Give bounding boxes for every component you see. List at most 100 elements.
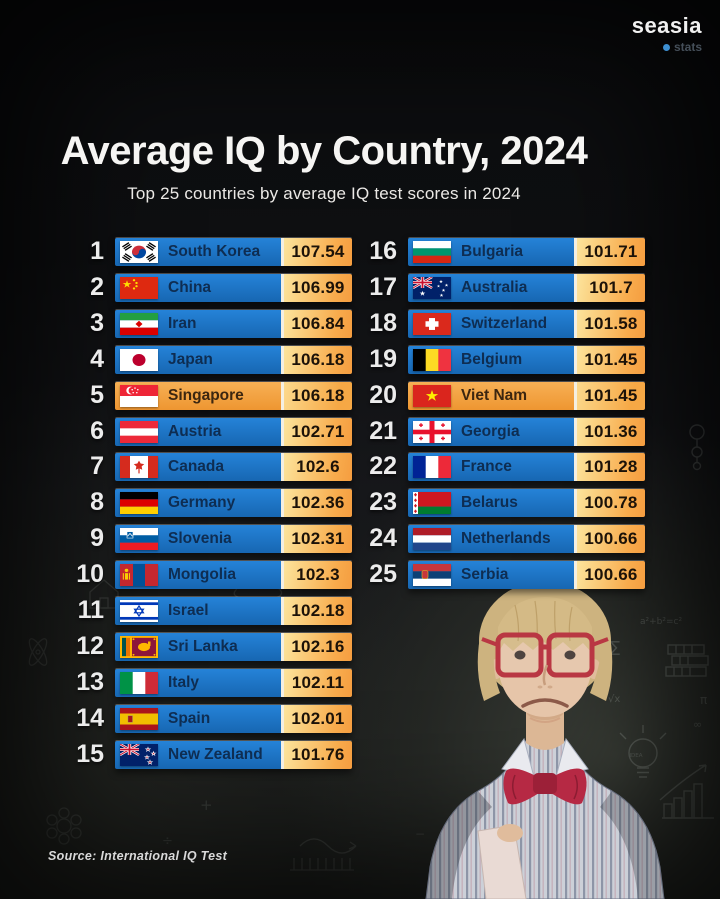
- flag-canada-icon: [120, 456, 158, 479]
- ranking-row: 25 Serbia 100.66: [349, 560, 645, 590]
- country-cell: Canada: [115, 453, 281, 482]
- flag-israel-icon: [120, 600, 158, 622]
- rank-number: 21: [369, 416, 397, 445]
- rank-number: 20: [369, 380, 397, 409]
- ranking-bar: France 101.28: [408, 452, 645, 482]
- flag-singapore-icon: [120, 384, 158, 407]
- flag-china-icon: [120, 276, 158, 299]
- country-name: Slovenia: [168, 530, 232, 548]
- flag-switzerland-icon: [413, 312, 451, 335]
- ranking-bar: Austria 102.71: [115, 416, 352, 446]
- flag-belgium-icon: [413, 348, 451, 371]
- country-cell: Mongolia: [115, 561, 281, 590]
- rank-number: 9: [90, 524, 104, 553]
- ranking-row: 9 Slovenia 102.31: [56, 524, 352, 554]
- rank-number: 4: [90, 344, 104, 373]
- svg-text:+: +: [200, 796, 213, 814]
- source-note: Source: International IQ Test: [48, 849, 228, 863]
- country-cell: Georgia: [408, 417, 574, 446]
- flag-australia-icon: [413, 276, 451, 299]
- iq-score: 106.18: [281, 381, 352, 410]
- rank-number: 22: [369, 452, 397, 481]
- iq-score: 102.3: [281, 561, 352, 590]
- flag-france-icon: [413, 456, 451, 479]
- country-name: Israel: [168, 602, 209, 619]
- svg-text:÷: ÷: [162, 834, 173, 849]
- country-cell: Serbia: [408, 561, 574, 590]
- country-cell: Sri Lanka: [115, 632, 281, 661]
- rank-number: 25: [369, 560, 397, 589]
- rank-number: 5: [90, 380, 104, 409]
- country-name: Canada: [168, 458, 224, 476]
- rank-number: 18: [369, 308, 397, 337]
- country-cell: France: [408, 453, 574, 482]
- country-cell: Japan: [115, 345, 281, 374]
- iq-score: 101.28: [574, 453, 645, 482]
- country-name: Bulgaria: [461, 243, 524, 260]
- iq-score: 106.84: [281, 309, 352, 338]
- ranking-bar: Belarus 100.78: [408, 488, 645, 518]
- country-name: Belgium: [461, 350, 523, 368]
- country-name: China: [168, 278, 212, 296]
- flag-austria-icon: [120, 420, 158, 443]
- ranking-row: 1 South Korea 107.54: [56, 237, 352, 266]
- rank-number: 15: [76, 739, 104, 768]
- ranking-bar: Viet Nam 101.45: [408, 380, 645, 410]
- country-name: New Zealand: [168, 745, 263, 763]
- country-name: Singapore: [168, 386, 244, 404]
- country-cell: Spain: [115, 704, 281, 733]
- svg-text:∑: ∑: [610, 638, 620, 656]
- page-subtitle: Top 25 countries by average IQ test scor…: [127, 184, 521, 203]
- iq-score: 101.58: [574, 309, 645, 338]
- ranking-bar: Singapore 106.18: [115, 380, 352, 410]
- ranking-row: 19 Belgium 101.45: [349, 344, 645, 374]
- rank-number: 1: [90, 237, 104, 265]
- rank-number: 17: [369, 272, 397, 301]
- iq-score: 100.78: [574, 489, 645, 518]
- ranking-row: 21 Georgia 101.36: [349, 416, 645, 446]
- country-name: France: [461, 458, 512, 476]
- brand-sub-label: stats: [673, 40, 702, 54]
- rank-number: 6: [90, 416, 104, 445]
- ranking-row: 10 Mongolia 102.3: [56, 560, 352, 590]
- country-name: Italy: [168, 673, 200, 691]
- brand-subtitle: stats: [632, 40, 702, 54]
- iq-score: 102.18: [281, 597, 352, 625]
- country-name: Spain: [168, 709, 211, 727]
- iq-score: 101.45: [574, 381, 645, 410]
- rank-number: 10: [76, 560, 104, 589]
- country-cell: Australia: [408, 273, 574, 302]
- ranking-row: 5 Singapore 106.18: [56, 380, 352, 410]
- iq-score: 102.36: [281, 489, 352, 518]
- iq-score: 106.18: [281, 345, 352, 374]
- ranking-bar: Japan 106.18: [115, 344, 352, 374]
- brand-dot-icon: [662, 43, 670, 51]
- iq-score: 101.45: [574, 345, 645, 374]
- ranking-row: 20 Viet Nam 101.45: [349, 380, 645, 410]
- iq-score: 100.66: [574, 525, 645, 554]
- country-name: Austria: [168, 422, 222, 440]
- svg-text:a²+b²=c²: a²+b²=c²: [640, 617, 682, 627]
- ranking-bar: Serbia 100.66: [408, 560, 645, 590]
- country-cell: Italy: [115, 668, 281, 697]
- ranking-row: 4 Japan 106.18: [56, 344, 352, 374]
- ranking-bar: Italy 102.11: [115, 667, 352, 697]
- rank-number: 11: [77, 596, 104, 624]
- flag-spain-icon: [120, 707, 158, 730]
- ranking-bar: Israel 102.18: [115, 596, 352, 625]
- brand-logo: seasia stats: [632, 15, 702, 55]
- country-cell: Switzerland: [408, 309, 574, 338]
- country-cell: Viet Nam: [408, 381, 574, 410]
- iq-score: 101.7: [574, 273, 645, 302]
- country-name: Netherlands: [461, 530, 551, 548]
- flag-sri-lanka-icon: [120, 635, 158, 658]
- ranking-row: 13 Italy 102.11: [56, 667, 352, 697]
- page-title: Average IQ by Country, 2024: [60, 129, 588, 173]
- ranking-bar: China 106.99: [115, 272, 352, 302]
- iq-score: 101.71: [574, 238, 645, 266]
- svg-text:√x: √x: [608, 694, 620, 705]
- ranking-bar: Germany 102.36: [115, 488, 352, 518]
- flag-germany-icon: [120, 492, 158, 515]
- ranking-row: 16 Bulgaria 101.71: [349, 237, 645, 266]
